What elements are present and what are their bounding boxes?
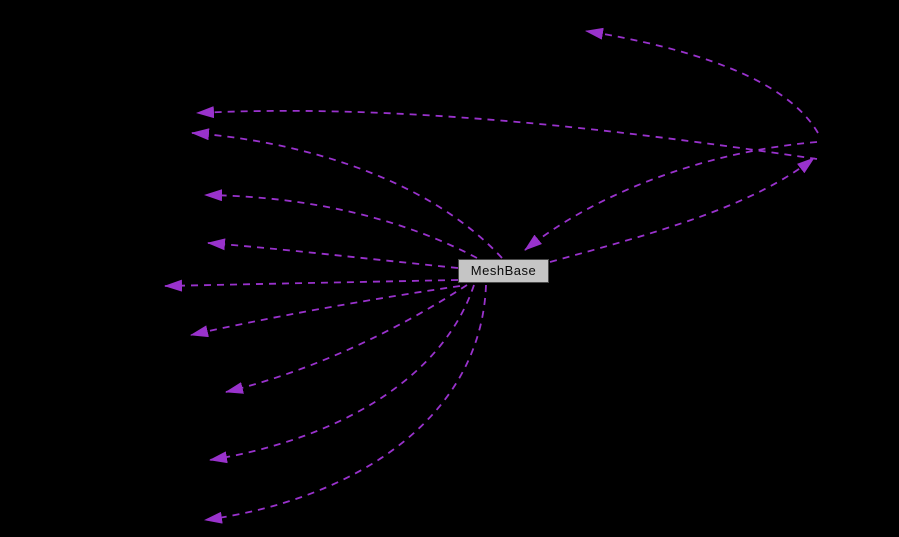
edge-meshbase-to-left-4 <box>207 238 459 269</box>
edge-right-node-to-far-left <box>196 106 818 160</box>
edge-right-node-to-meshbase <box>524 141 818 251</box>
node-meshbase: MeshBase <box>458 259 549 283</box>
edge-right-node-to-top-node <box>585 27 819 134</box>
edge-meshbase-to-right-node <box>549 157 815 263</box>
edge-meshbase-to-left-7 <box>225 284 468 394</box>
edge-meshbase-to-left-3 <box>204 189 478 259</box>
edge-meshbase-to-left-9 <box>204 284 487 524</box>
edge-meshbase-to-left-8 <box>209 284 475 464</box>
edge-meshbase-to-left-5 <box>164 279 459 292</box>
edge-meshbase-to-left-6 <box>190 285 461 338</box>
edge-meshbase-to-left-2 <box>191 128 503 259</box>
